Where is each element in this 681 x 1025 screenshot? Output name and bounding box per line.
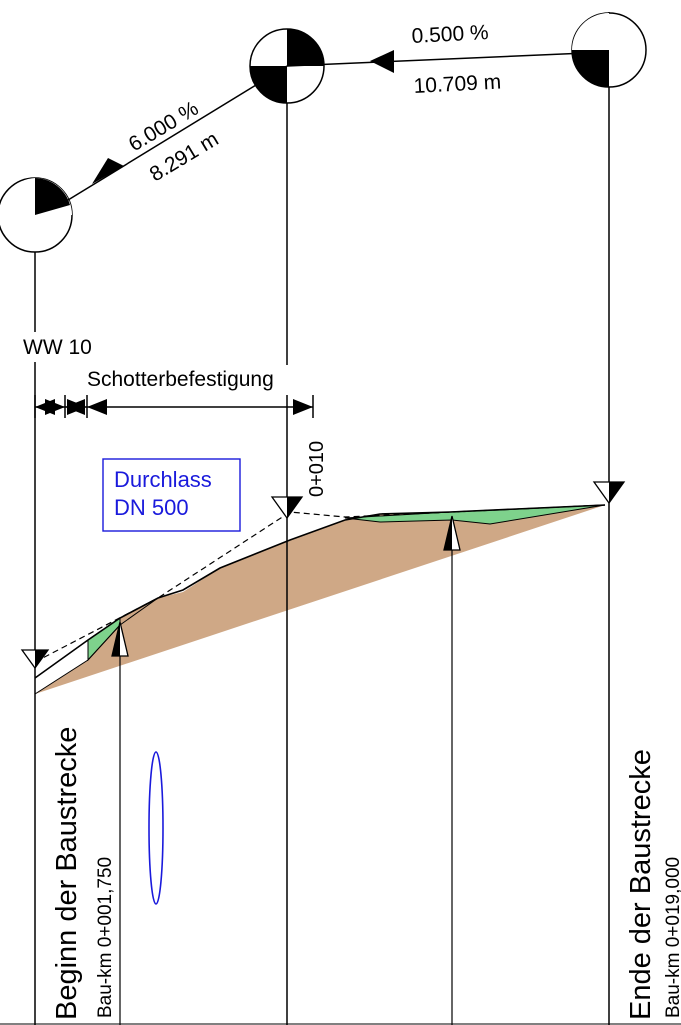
height-marker-left-sub [111, 621, 129, 657]
culvert-pipe-ellipse [148, 751, 164, 905]
end-km: Bau-km 0+019,000 [663, 857, 681, 1018]
terrain-line [34, 504, 606, 679]
tangent-point-end [571, 12, 647, 88]
design-grade-line [34, 504, 606, 663]
tangent-point-begin [0, 177, 73, 253]
begin-km: Bau-km 0+001,750 [95, 857, 116, 1018]
grade-arrow-left [92, 158, 124, 184]
culvert-label-line2: DN 500 [114, 495, 189, 520]
dimension-chain [34, 395, 314, 418]
grade-right-length: 10.709 m [413, 70, 502, 98]
height-marker-right-sub [443, 515, 461, 551]
begin-title: Beginn der Baustrecke [51, 727, 83, 1020]
grade-right-slope: 0.500 % [411, 21, 489, 48]
grade-line-left [54, 65, 288, 209]
station-label: 0+010 [306, 441, 328, 497]
ww-label: WW 10 [23, 336, 92, 359]
culvert-box [102, 458, 241, 532]
existing-ground-line [34, 597, 159, 695]
surface-label: Schotterbefestigung [87, 368, 274, 391]
grade-arrow-right [370, 50, 394, 73]
embankment-area [35, 505, 605, 694]
culvert-label-line1: Durchlass [114, 467, 212, 492]
ww-label-bg [20, 332, 114, 362]
height-marker-begin [20, 649, 50, 670]
surface-label-bg [83, 365, 308, 395]
end-title: Ende der Baustrecke [625, 749, 657, 1020]
grade-line-right [286, 51, 610, 67]
height-marker-mid [270, 496, 304, 520]
height-marker-end [592, 481, 626, 505]
